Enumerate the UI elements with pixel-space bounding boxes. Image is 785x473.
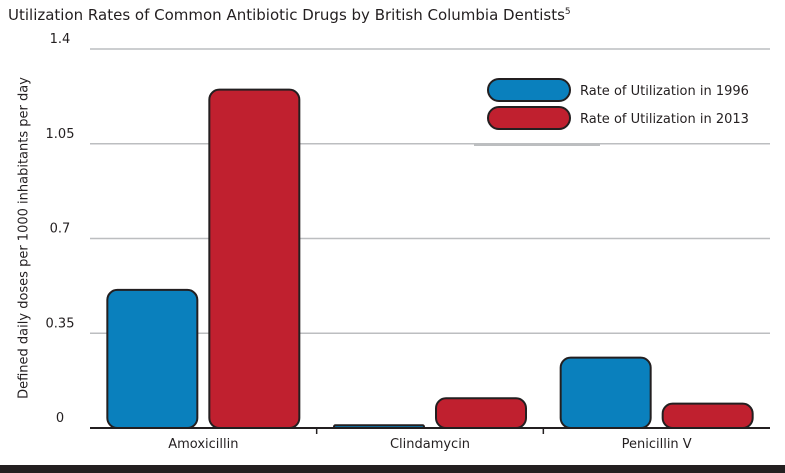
y-tick-label: 1.05 [46, 127, 75, 142]
x-tick-label: Clindamycin [390, 437, 470, 452]
legend-label: Rate of Utilization in 1996 [580, 84, 749, 99]
y-tick-label: 1.4 [50, 32, 71, 47]
bar-penicillin-v-series-2 [663, 404, 753, 428]
bar-amoxicillin-series-1 [107, 290, 197, 428]
bottom-rule [0, 465, 785, 473]
bar-penicillin-v-series-1 [561, 358, 651, 428]
bar-clindamycin-series-2 [436, 398, 526, 428]
bar-amoxicillin-series-2 [209, 90, 299, 428]
legend-label: Rate of Utilization in 2013 [580, 112, 749, 127]
x-tick-label: Penicillin V [622, 437, 692, 452]
legend-swatch [488, 107, 570, 129]
y-tick-label: 0.7 [50, 222, 71, 237]
y-tick-label: 0 [56, 411, 64, 426]
x-tick-label: Amoxicillin [168, 437, 238, 452]
y-tick-label: 0.35 [46, 316, 75, 331]
legend-swatch [488, 79, 570, 101]
bar-clindamycin-series-1 [334, 425, 424, 428]
